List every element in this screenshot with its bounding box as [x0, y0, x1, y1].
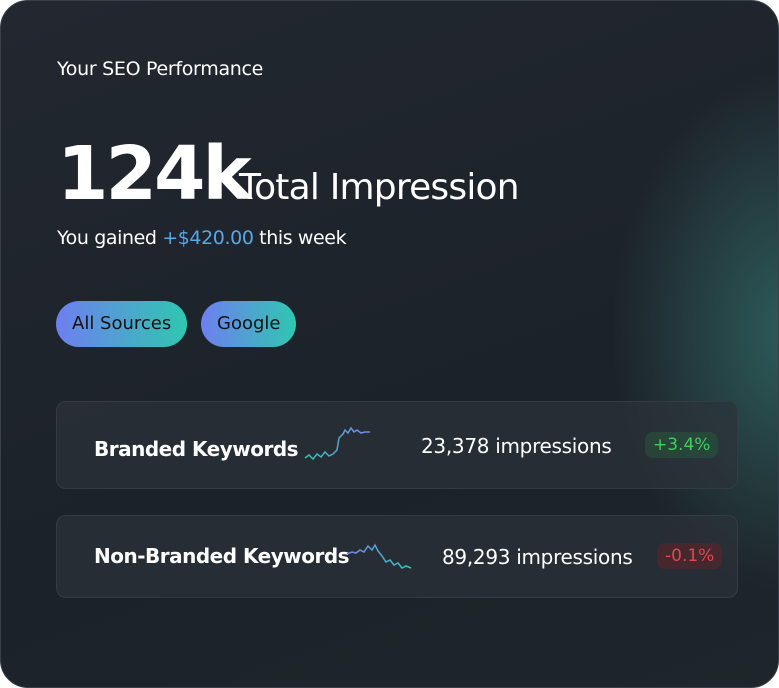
keyword-row: Non-Branded Keywords 89,293 impressions …: [56, 515, 738, 598]
total-value: 124k: [57, 131, 252, 217]
change-badge: -0.1%: [657, 543, 723, 569]
row-name: Branded Keywords: [94, 437, 299, 461]
keyword-row: Branded Keywords 23,378 impressions +3.4…: [56, 401, 738, 489]
gain-suffix: this week: [259, 227, 347, 249]
gain-text: You gained +$420.00 this week: [57, 227, 347, 249]
sparkline: [304, 426, 370, 461]
change-badge: +3.4%: [645, 432, 719, 458]
row-impressions: 89,293 impressions: [442, 545, 633, 569]
card-title: Your SEO Performance: [57, 58, 264, 80]
sparkline: [346, 543, 412, 569]
row-name: Non-Branded Keywords: [94, 544, 350, 568]
filter-button[interactable]: All Sources: [56, 301, 188, 347]
total-label: Total Impression: [239, 167, 520, 208]
gain-prefix: You gained: [57, 227, 157, 249]
row-impressions: 23,378 impressions: [421, 434, 612, 458]
filter-button[interactable]: Google: [201, 301, 297, 347]
gain-amount: +$420.00: [162, 227, 254, 249]
